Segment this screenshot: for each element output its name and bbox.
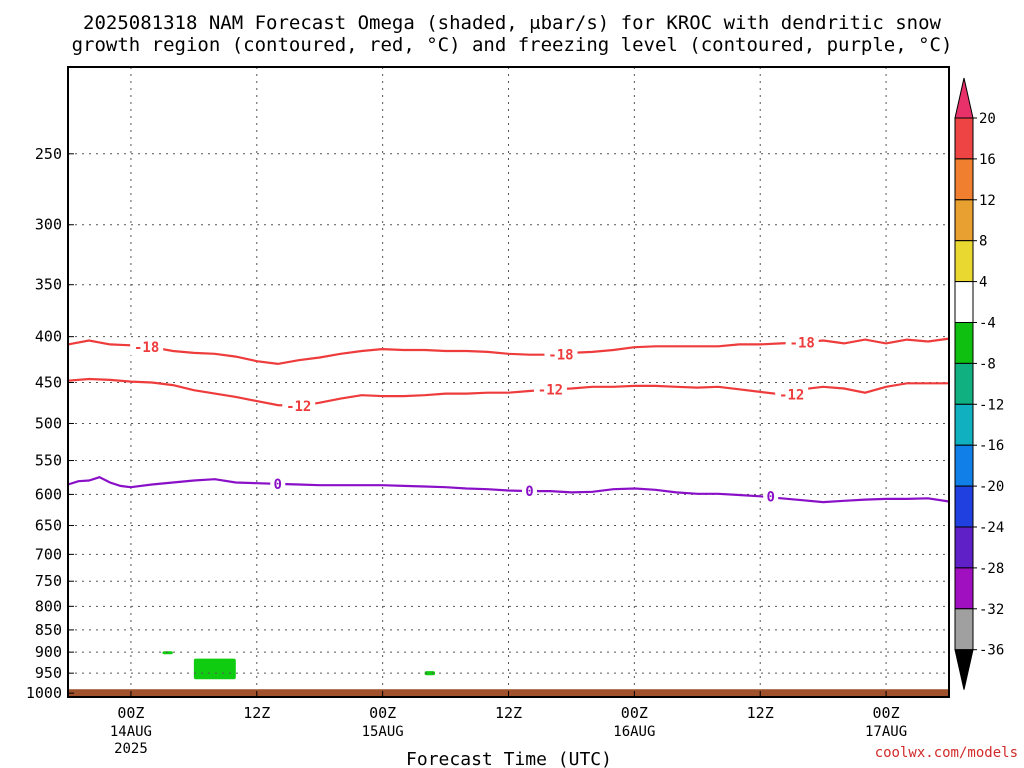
title-line-1: 2025081318 NAM Forecast Omega (shaded, μ… bbox=[83, 12, 941, 34]
colorbar-label: -4 bbox=[979, 316, 996, 332]
y-tick-label: 950 bbox=[35, 664, 62, 682]
contour-label: 0 bbox=[274, 477, 282, 493]
colorbar-label: -16 bbox=[979, 438, 1004, 454]
y-tick-label: 1000 bbox=[26, 684, 62, 702]
y-tick-label: 300 bbox=[35, 216, 62, 234]
colorbar-box bbox=[954, 322, 974, 364]
colorbar-box bbox=[954, 158, 974, 201]
contour-label: -18 bbox=[548, 348, 573, 364]
y-tick-label: 550 bbox=[35, 452, 62, 470]
x-axis-label: Forecast Time (UTC) bbox=[406, 749, 612, 768]
contour-label: -18 bbox=[134, 340, 159, 356]
y-tick-label: 800 bbox=[35, 597, 62, 615]
contour-label-bg bbox=[282, 397, 316, 414]
contour-label: -12 bbox=[538, 382, 563, 398]
contour-label-bg bbox=[533, 381, 567, 398]
colorbar-label: -8 bbox=[979, 356, 996, 372]
y-tick-label: 700 bbox=[35, 545, 62, 563]
y-tick-label: 650 bbox=[35, 517, 62, 535]
colorbar-box bbox=[954, 199, 974, 242]
colorbar-box bbox=[954, 281, 974, 324]
contour-label-bg bbox=[130, 339, 164, 356]
y-tick-label: 850 bbox=[35, 621, 62, 639]
colorbar-box bbox=[954, 485, 974, 528]
colorbar: 20 16 12 8 4 -4 -8 -12 -16 -20 -24 -28 -32 -36 bbox=[954, 77, 1004, 690]
x-tick-label: 00Z bbox=[117, 704, 144, 722]
x-date-label: 15AUG bbox=[362, 724, 404, 740]
contour-label: 0 bbox=[766, 489, 774, 505]
colorbar-box bbox=[954, 362, 974, 405]
colorbar-bottom-arrow bbox=[954, 649, 974, 690]
contour-label-bg bbox=[785, 334, 819, 351]
x-date-label: 17AUG bbox=[865, 724, 907, 740]
colorbar-label: 16 bbox=[979, 152, 996, 168]
colorbar-label: 20 bbox=[979, 111, 996, 127]
colorbar-box bbox=[954, 117, 974, 160]
colorbar-label: 4 bbox=[979, 275, 987, 291]
y-tick-label: 450 bbox=[35, 373, 62, 391]
contour-label: -12 bbox=[286, 399, 311, 415]
y-tick-label: 500 bbox=[35, 414, 62, 432]
y-tick-label: 600 bbox=[35, 485, 62, 503]
colorbar-label: -12 bbox=[979, 397, 1004, 413]
x-date-label: 14AUG bbox=[110, 724, 152, 740]
title-line-2: growth region (contoured, red, °C) and f… bbox=[72, 34, 953, 56]
colorbar-label: 8 bbox=[979, 234, 987, 250]
credit-text: coolwx.com/models bbox=[875, 745, 1018, 761]
colorbar-label: -32 bbox=[979, 602, 1004, 618]
x-tick-label: 00Z bbox=[621, 704, 648, 722]
contour-label-bg bbox=[544, 346, 578, 363]
y-tick-label: 250 bbox=[35, 145, 62, 163]
colorbar-label: -28 bbox=[979, 561, 1004, 577]
contour-label-bg bbox=[763, 488, 779, 505]
contour-label-bg bbox=[521, 483, 537, 500]
x-date-label: 16AUG bbox=[613, 724, 655, 740]
contour-label-bg bbox=[270, 475, 286, 492]
contour-label: -18 bbox=[790, 335, 815, 351]
colorbar-box bbox=[954, 526, 974, 569]
colorbar-label: -24 bbox=[979, 520, 1004, 536]
colorbar-box bbox=[954, 444, 974, 487]
contour-label-bg bbox=[775, 386, 809, 403]
colorbar-box bbox=[954, 240, 974, 283]
colorbar-label: 12 bbox=[979, 193, 996, 209]
colorbar-label: -20 bbox=[979, 479, 1004, 495]
plot-area: -18 -18 -18 -12 -12 -12 0 0 0 250 300 350 400 450 500 5… bbox=[26, 66, 950, 757]
y-tick-label: 750 bbox=[35, 572, 62, 590]
contour-label: 0 bbox=[525, 484, 533, 500]
y-tick-label: 400 bbox=[35, 328, 62, 346]
contour-label: -12 bbox=[779, 387, 804, 403]
y-tick-label: 900 bbox=[35, 643, 62, 661]
x-tick-label: 00Z bbox=[369, 704, 396, 722]
colorbar-box bbox=[954, 608, 974, 651]
omega-shade-0 bbox=[193, 658, 236, 680]
x-year-label: 2025 bbox=[114, 741, 148, 757]
colorbar-box bbox=[954, 567, 974, 610]
omega-shade-1 bbox=[162, 651, 173, 655]
colorbar-top-arrow bbox=[954, 77, 974, 119]
colorbar-box bbox=[954, 403, 974, 446]
x-tick-label: 12Z bbox=[243, 704, 270, 722]
omega-shade-2 bbox=[424, 671, 436, 676]
y-tick-label: 350 bbox=[35, 276, 62, 294]
x-tick-label: 12Z bbox=[747, 704, 774, 722]
x-tick-label: 12Z bbox=[495, 704, 522, 722]
chart-title: 2025081318 NAM Forecast Omega (shaded, μ… bbox=[72, 12, 953, 56]
x-tick-label: 00Z bbox=[873, 704, 900, 722]
colorbar-label: -36 bbox=[979, 643, 1004, 659]
contour-line-0 bbox=[67, 476, 950, 504]
